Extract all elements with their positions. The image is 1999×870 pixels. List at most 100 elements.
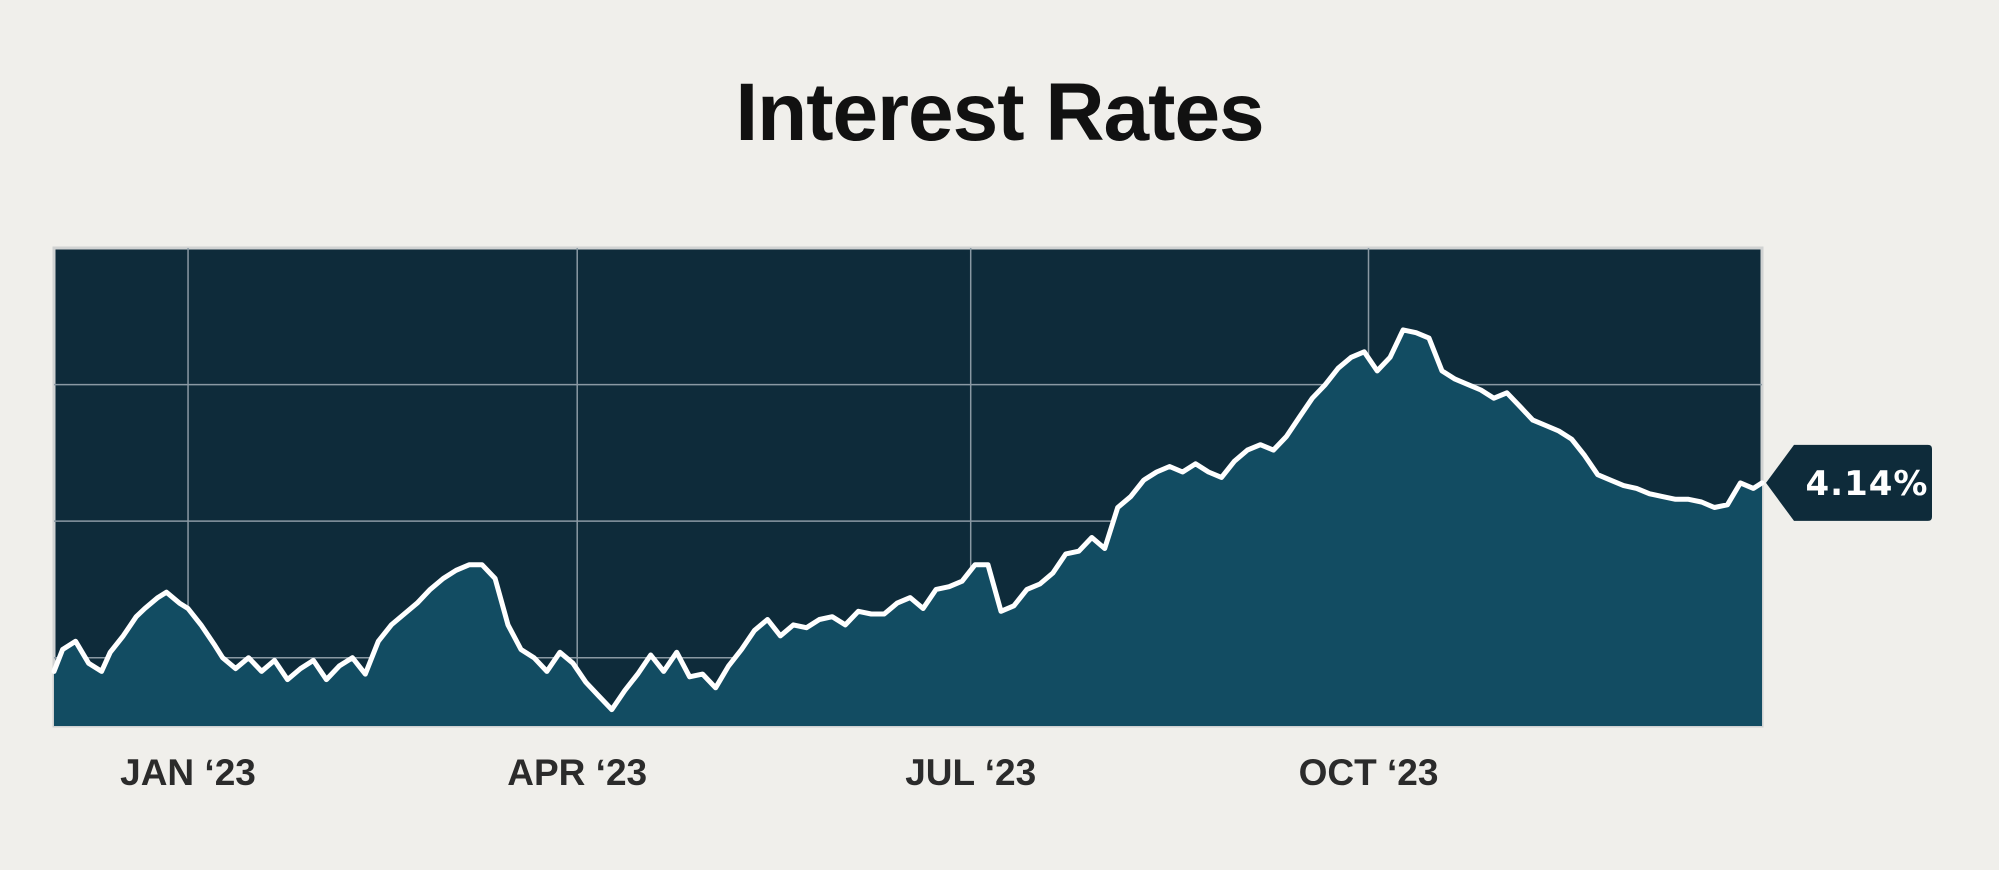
data-point-48 <box>649 653 653 657</box>
data-point-96 <box>1271 448 1275 452</box>
data-point-62 <box>830 615 834 619</box>
page-title: Interest Rates <box>735 67 1264 158</box>
data-point-60 <box>804 626 808 630</box>
data-point-79 <box>1051 571 1055 575</box>
data-point-16 <box>234 667 238 671</box>
data-point-78 <box>1038 582 1042 586</box>
data-point-12 <box>186 607 190 611</box>
data-point-42 <box>571 661 575 665</box>
data-point-31 <box>428 587 432 591</box>
data-point-72 <box>960 579 964 583</box>
data-point-7 <box>134 615 138 619</box>
data-point-94 <box>1245 448 1249 452</box>
data-point-89 <box>1181 470 1185 474</box>
data-point-55 <box>740 648 744 652</box>
data-point-19 <box>273 658 277 662</box>
data-point-59 <box>791 623 795 627</box>
data-point-43 <box>584 680 588 684</box>
data-point-134 <box>1760 481 1764 485</box>
data-point-6 <box>121 634 125 638</box>
data-point-125 <box>1648 492 1652 496</box>
data-point-98 <box>1297 415 1301 419</box>
data-point-127 <box>1674 497 1678 501</box>
data-point-53 <box>714 686 718 690</box>
last-value-callout: 4.14% <box>1766 444 1932 521</box>
data-point-49 <box>662 669 666 673</box>
data-point-129 <box>1700 500 1704 504</box>
data-point-17 <box>247 656 251 660</box>
data-point-102 <box>1349 355 1353 359</box>
x-tick-label-0: JAN ‘23 <box>120 752 256 793</box>
data-point-84 <box>1116 506 1120 510</box>
data-point-122 <box>1609 478 1613 482</box>
data-point-64 <box>856 609 860 613</box>
data-point-109 <box>1440 369 1444 373</box>
data-point-0 <box>52 669 56 673</box>
data-point-107 <box>1414 331 1418 335</box>
x-tick-label-1: APR ‘23 <box>507 752 647 793</box>
data-point-70 <box>934 587 938 591</box>
series-area <box>54 329 1762 726</box>
x-axis-ticks: JAN ‘23 APR ‘23 JUL ‘23 OCT ‘23 <box>120 752 1438 793</box>
data-point-63 <box>843 623 847 627</box>
data-point-95 <box>1258 443 1262 447</box>
data-point-54 <box>727 664 731 668</box>
data-point-116 <box>1531 418 1535 422</box>
data-point-65 <box>869 612 873 616</box>
data-point-71 <box>947 585 951 589</box>
data-point-68 <box>908 596 912 600</box>
data-point-120 <box>1583 454 1587 458</box>
data-point-132 <box>1738 481 1742 485</box>
data-point-93 <box>1233 459 1237 463</box>
data-point-15 <box>221 656 225 660</box>
x-tick-label-3: OCT ‘23 <box>1299 752 1439 793</box>
data-point-110 <box>1453 377 1457 381</box>
data-point-13 <box>199 623 203 627</box>
data-point-14 <box>212 642 216 646</box>
data-point-52 <box>701 672 705 676</box>
data-point-80 <box>1064 552 1068 556</box>
data-point-91 <box>1207 470 1211 474</box>
last-value-label: 4.14% <box>1806 464 1929 504</box>
data-point-77 <box>1025 587 1029 591</box>
data-point-85 <box>1129 495 1133 499</box>
data-point-108 <box>1427 336 1431 340</box>
data-point-113 <box>1492 396 1496 400</box>
data-point-36 <box>493 577 497 581</box>
data-point-100 <box>1323 383 1327 387</box>
data-point-61 <box>817 618 821 622</box>
data-point-26 <box>363 672 367 676</box>
data-point-35 <box>480 563 484 567</box>
data-point-46 <box>623 689 627 693</box>
data-point-111 <box>1466 383 1470 387</box>
data-point-82 <box>1090 536 1094 540</box>
data-point-115 <box>1518 404 1522 408</box>
data-point-20 <box>286 678 290 682</box>
data-point-21 <box>299 667 303 671</box>
data-point-128 <box>1687 497 1691 501</box>
data-point-87 <box>1155 470 1159 474</box>
data-point-3 <box>87 661 91 665</box>
data-point-66 <box>882 612 886 616</box>
callout-marker <box>1766 444 1932 521</box>
data-point-130 <box>1712 506 1716 510</box>
data-point-123 <box>1622 484 1626 488</box>
data-point-119 <box>1570 437 1574 441</box>
data-point-121 <box>1596 473 1600 477</box>
data-point-117 <box>1544 424 1548 428</box>
data-point-2 <box>74 639 78 643</box>
data-point-30 <box>415 601 419 605</box>
data-point-76 <box>1012 604 1016 608</box>
data-point-11 <box>177 601 181 605</box>
data-point-118 <box>1557 429 1561 433</box>
data-point-50 <box>675 650 679 654</box>
data-point-131 <box>1725 503 1729 507</box>
data-point-41 <box>558 650 562 654</box>
data-point-106 <box>1401 328 1405 332</box>
data-point-39 <box>532 656 536 660</box>
data-point-29 <box>402 612 406 616</box>
data-point-1 <box>61 648 65 652</box>
data-point-114 <box>1505 391 1509 395</box>
data-point-83 <box>1103 547 1107 551</box>
